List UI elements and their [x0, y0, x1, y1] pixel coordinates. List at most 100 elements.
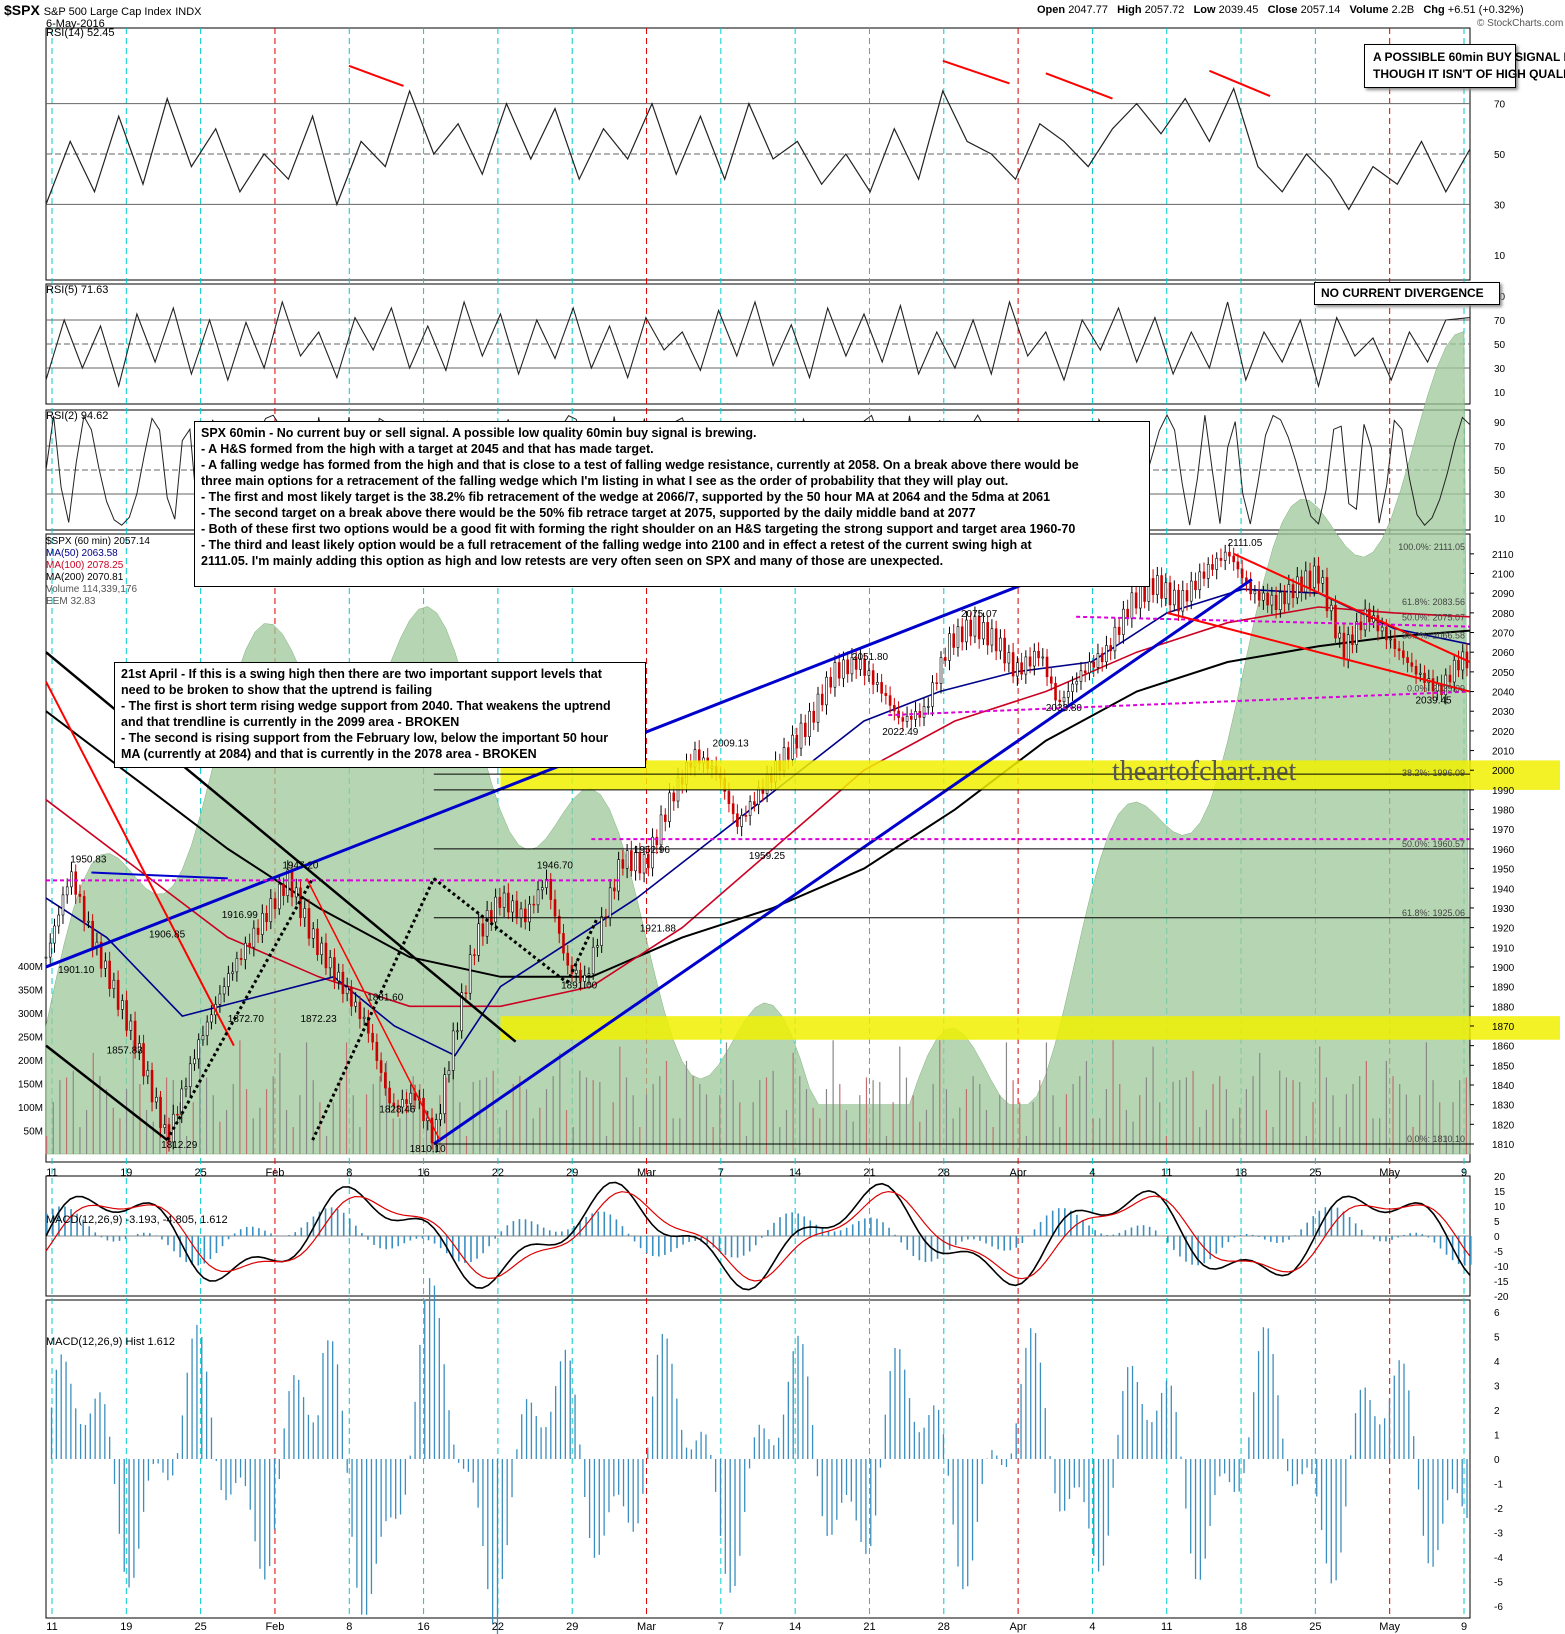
hist-bar — [1446, 1459, 1449, 1501]
macd-hist-bar — [1142, 1225, 1145, 1236]
candle-body — [820, 693, 824, 706]
candle-body — [596, 945, 599, 948]
macd-hist-bar — [112, 1236, 115, 1242]
macd-hist-bar — [348, 1218, 351, 1236]
candle-body — [791, 734, 794, 760]
hist-bar — [65, 1361, 67, 1459]
rsi-tick-label: 90 — [1494, 418, 1506, 429]
volume-bar — [725, 1042, 728, 1154]
hist-bar — [913, 1421, 916, 1459]
volume-bar — [799, 1076, 801, 1154]
candle-body — [965, 619, 968, 643]
macd-hist-bar — [1251, 1234, 1254, 1236]
volume-bar — [1045, 1042, 1048, 1154]
macd-tick-label: 5 — [1494, 1217, 1500, 1228]
macd-hist-bar — [1336, 1207, 1339, 1236]
macd-hist-bar — [870, 1217, 872, 1236]
candle-body — [986, 622, 989, 646]
candle-body — [553, 899, 557, 917]
rsi-tick-label: 30 — [1494, 200, 1506, 211]
macd-tick-label: 10 — [1494, 1202, 1506, 1213]
hist-bar — [99, 1392, 101, 1459]
hist-bar — [118, 1459, 121, 1534]
hist-bar — [1369, 1400, 1371, 1459]
hist-bar — [419, 1344, 421, 1459]
hist-bar — [1374, 1416, 1376, 1459]
hist-bar — [443, 1364, 445, 1459]
price-annotation: 1921.88 — [640, 924, 677, 935]
volume-bar — [485, 1077, 488, 1154]
hist-bar — [841, 1459, 843, 1503]
hist-bar — [428, 1278, 431, 1459]
fib-label: 61.8%: 2083.56 — [1402, 597, 1465, 607]
candle-body — [1308, 570, 1312, 589]
macd-hist-bar — [1263, 1236, 1266, 1240]
candle-body — [409, 1092, 413, 1104]
candle-body — [481, 923, 485, 937]
price-tick-label: 1830 — [1492, 1101, 1515, 1112]
macd-hist-bar — [948, 1236, 951, 1250]
hist-bar — [850, 1459, 853, 1502]
volume-bar — [525, 1089, 528, 1154]
candle-body — [1083, 670, 1087, 674]
volume-bar — [879, 1082, 881, 1154]
hist-bar — [1296, 1459, 1298, 1485]
hist-bar — [690, 1449, 693, 1459]
macd-hist-bar — [1239, 1234, 1242, 1236]
candle-body — [1423, 672, 1426, 683]
macd-hist-bar — [221, 1236, 224, 1247]
macd-hist-bar — [894, 1234, 896, 1236]
hist-bar — [739, 1459, 741, 1556]
hist-bar — [1131, 1365, 1134, 1459]
macd-hist-bar — [385, 1236, 387, 1250]
candle-body — [1215, 557, 1219, 570]
volume-bar — [405, 1089, 408, 1154]
volume-bar — [1019, 1102, 1021, 1154]
hist-bar — [1408, 1390, 1410, 1459]
macd-hist-bar — [445, 1236, 448, 1254]
x-tick-label: May — [1379, 1621, 1400, 1633]
hist-bar — [1044, 1408, 1046, 1459]
volume-tick-label: 300M — [18, 1009, 43, 1020]
hist-bar — [899, 1349, 901, 1459]
divergence-arrow — [1045, 72, 1113, 100]
hist-bar — [826, 1459, 828, 1536]
macd-hist-bar — [300, 1227, 303, 1236]
volume-bar — [639, 1127, 641, 1154]
candle-body — [842, 659, 845, 679]
macd-hist-bar — [1003, 1236, 1006, 1251]
candle-body — [854, 657, 858, 670]
volume-bar — [225, 1109, 228, 1154]
macd-hist-bar — [233, 1233, 236, 1236]
candle-body — [1143, 585, 1146, 602]
macd-hist-bar — [682, 1236, 684, 1245]
candle-body — [748, 801, 752, 816]
macd-hist-bar — [1306, 1222, 1308, 1236]
volume-bar — [305, 1042, 308, 1154]
hist-bar — [404, 1459, 407, 1495]
volume-bar — [1372, 1118, 1374, 1154]
hist-bar — [763, 1428, 765, 1459]
price-tick-label: 2100 — [1492, 570, 1515, 581]
hist-bar — [787, 1381, 789, 1459]
hist-bar — [254, 1459, 256, 1542]
hist-bar — [55, 1369, 57, 1459]
macd-tick-label: -5 — [1494, 1247, 1503, 1258]
volume-bar — [785, 1109, 788, 1154]
hist-bar — [1437, 1459, 1439, 1551]
macd-hist-bar — [1379, 1236, 1381, 1242]
price-annotation: 1872.23 — [301, 1014, 338, 1025]
candle-body — [1113, 626, 1117, 652]
volume-bar — [992, 1126, 994, 1154]
hist-bar — [535, 1415, 537, 1459]
macd-hist-bar — [1064, 1208, 1066, 1236]
price-annotation: 2022.49 — [882, 727, 919, 738]
hist-bar — [1320, 1459, 1323, 1531]
candle-body — [663, 814, 667, 822]
macd-hist-bar — [567, 1229, 569, 1236]
candle-body — [1088, 661, 1091, 674]
hist-bar — [1049, 1456, 1051, 1459]
volume-bar — [132, 1040, 134, 1154]
hist-bar — [1209, 1459, 1211, 1526]
